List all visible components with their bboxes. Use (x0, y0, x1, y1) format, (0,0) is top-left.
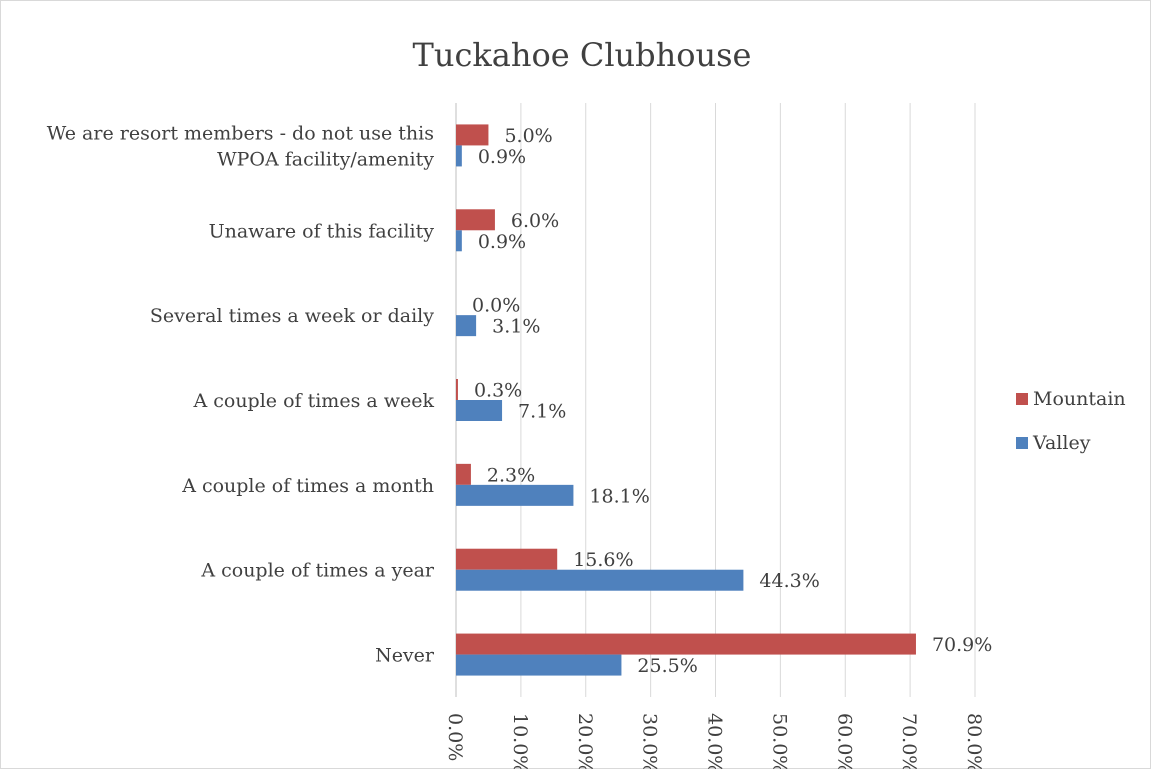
valley-data-label: 7.1% (518, 401, 566, 423)
tick-label: 40.0% (704, 713, 726, 769)
valley-bar (456, 484, 574, 506)
mountain-legend-swatch (1016, 393, 1028, 405)
mountain-data-label: 0.0% (472, 295, 520, 317)
category-label: A couple of times a month (181, 475, 434, 497)
mountain-data-label: 70.9% (932, 634, 992, 656)
tick-label: 30.0% (639, 713, 661, 769)
valley-data-label: 0.9% (478, 146, 526, 168)
tick-label: 60.0% (833, 713, 855, 769)
valley-bar (456, 230, 462, 252)
tick-label: 20.0% (574, 713, 596, 769)
mountain-bar (456, 633, 916, 655)
valley-bar (456, 145, 462, 167)
category-label: Several times a week or daily (150, 305, 434, 327)
chart-title: Tuckahoe Clubhouse (413, 36, 752, 74)
mountain-data-label: 15.6% (573, 549, 633, 571)
legend: Mountain Valley (1016, 388, 1126, 454)
valley-data-label: 25.5% (637, 655, 697, 677)
category-label: Unaware of this facility (209, 220, 435, 242)
valley-legend-label: Valley (1032, 432, 1091, 454)
valley-bar (456, 315, 477, 337)
valley-data-label: 44.3% (759, 570, 819, 592)
category-label: We are resort members - do not use this (47, 122, 434, 144)
valley-data-label: 18.1% (589, 485, 649, 507)
bars (456, 124, 916, 676)
mountain-data-label: 6.0% (511, 210, 559, 232)
valley-data-label: 0.9% (478, 231, 526, 253)
data-labels: 5.0%0.9%6.0%0.9%0.0%3.1%0.3%7.1%2.3%18.1… (472, 125, 992, 677)
valley-legend-swatch (1016, 437, 1028, 449)
mountain-data-label: 0.3% (474, 380, 522, 402)
tick-label: 50.0% (768, 713, 790, 769)
category-label: A couple of times a week (192, 390, 434, 412)
valley-bar (456, 654, 622, 676)
tick-label: 10.0% (509, 713, 531, 769)
mountain-bar (456, 124, 489, 146)
mountain-legend-label: Mountain (1033, 388, 1126, 410)
tick-label: 70.0% (898, 713, 920, 769)
category-labels: We are resort members - do not use this W… (47, 122, 435, 666)
valley-data-label: 3.1% (492, 316, 540, 338)
mountain-data-label: 5.0% (504, 125, 552, 147)
mountain-bar (456, 463, 471, 485)
category-label: WPOA facility/amenity (217, 148, 434, 170)
gridlines (455, 103, 976, 697)
category-label: Never (375, 645, 435, 667)
valley-bar (456, 400, 503, 421)
mountain-bar (456, 209, 495, 231)
tick-label: 80.0% (963, 713, 985, 769)
mountain-data-label: 2.3% (487, 464, 535, 486)
tick-label: 0.0% (444, 713, 466, 761)
x-axis-tick-labels: 0.0% 10.0% 20.0% 30.0% 40.0% 50.0% 60.0% 70.0% 8… (444, 713, 985, 769)
mountain-bar (456, 548, 558, 570)
valley-bar (456, 569, 744, 591)
mountain-bar (456, 379, 458, 400)
category-label: A couple of times a year (200, 560, 435, 582)
